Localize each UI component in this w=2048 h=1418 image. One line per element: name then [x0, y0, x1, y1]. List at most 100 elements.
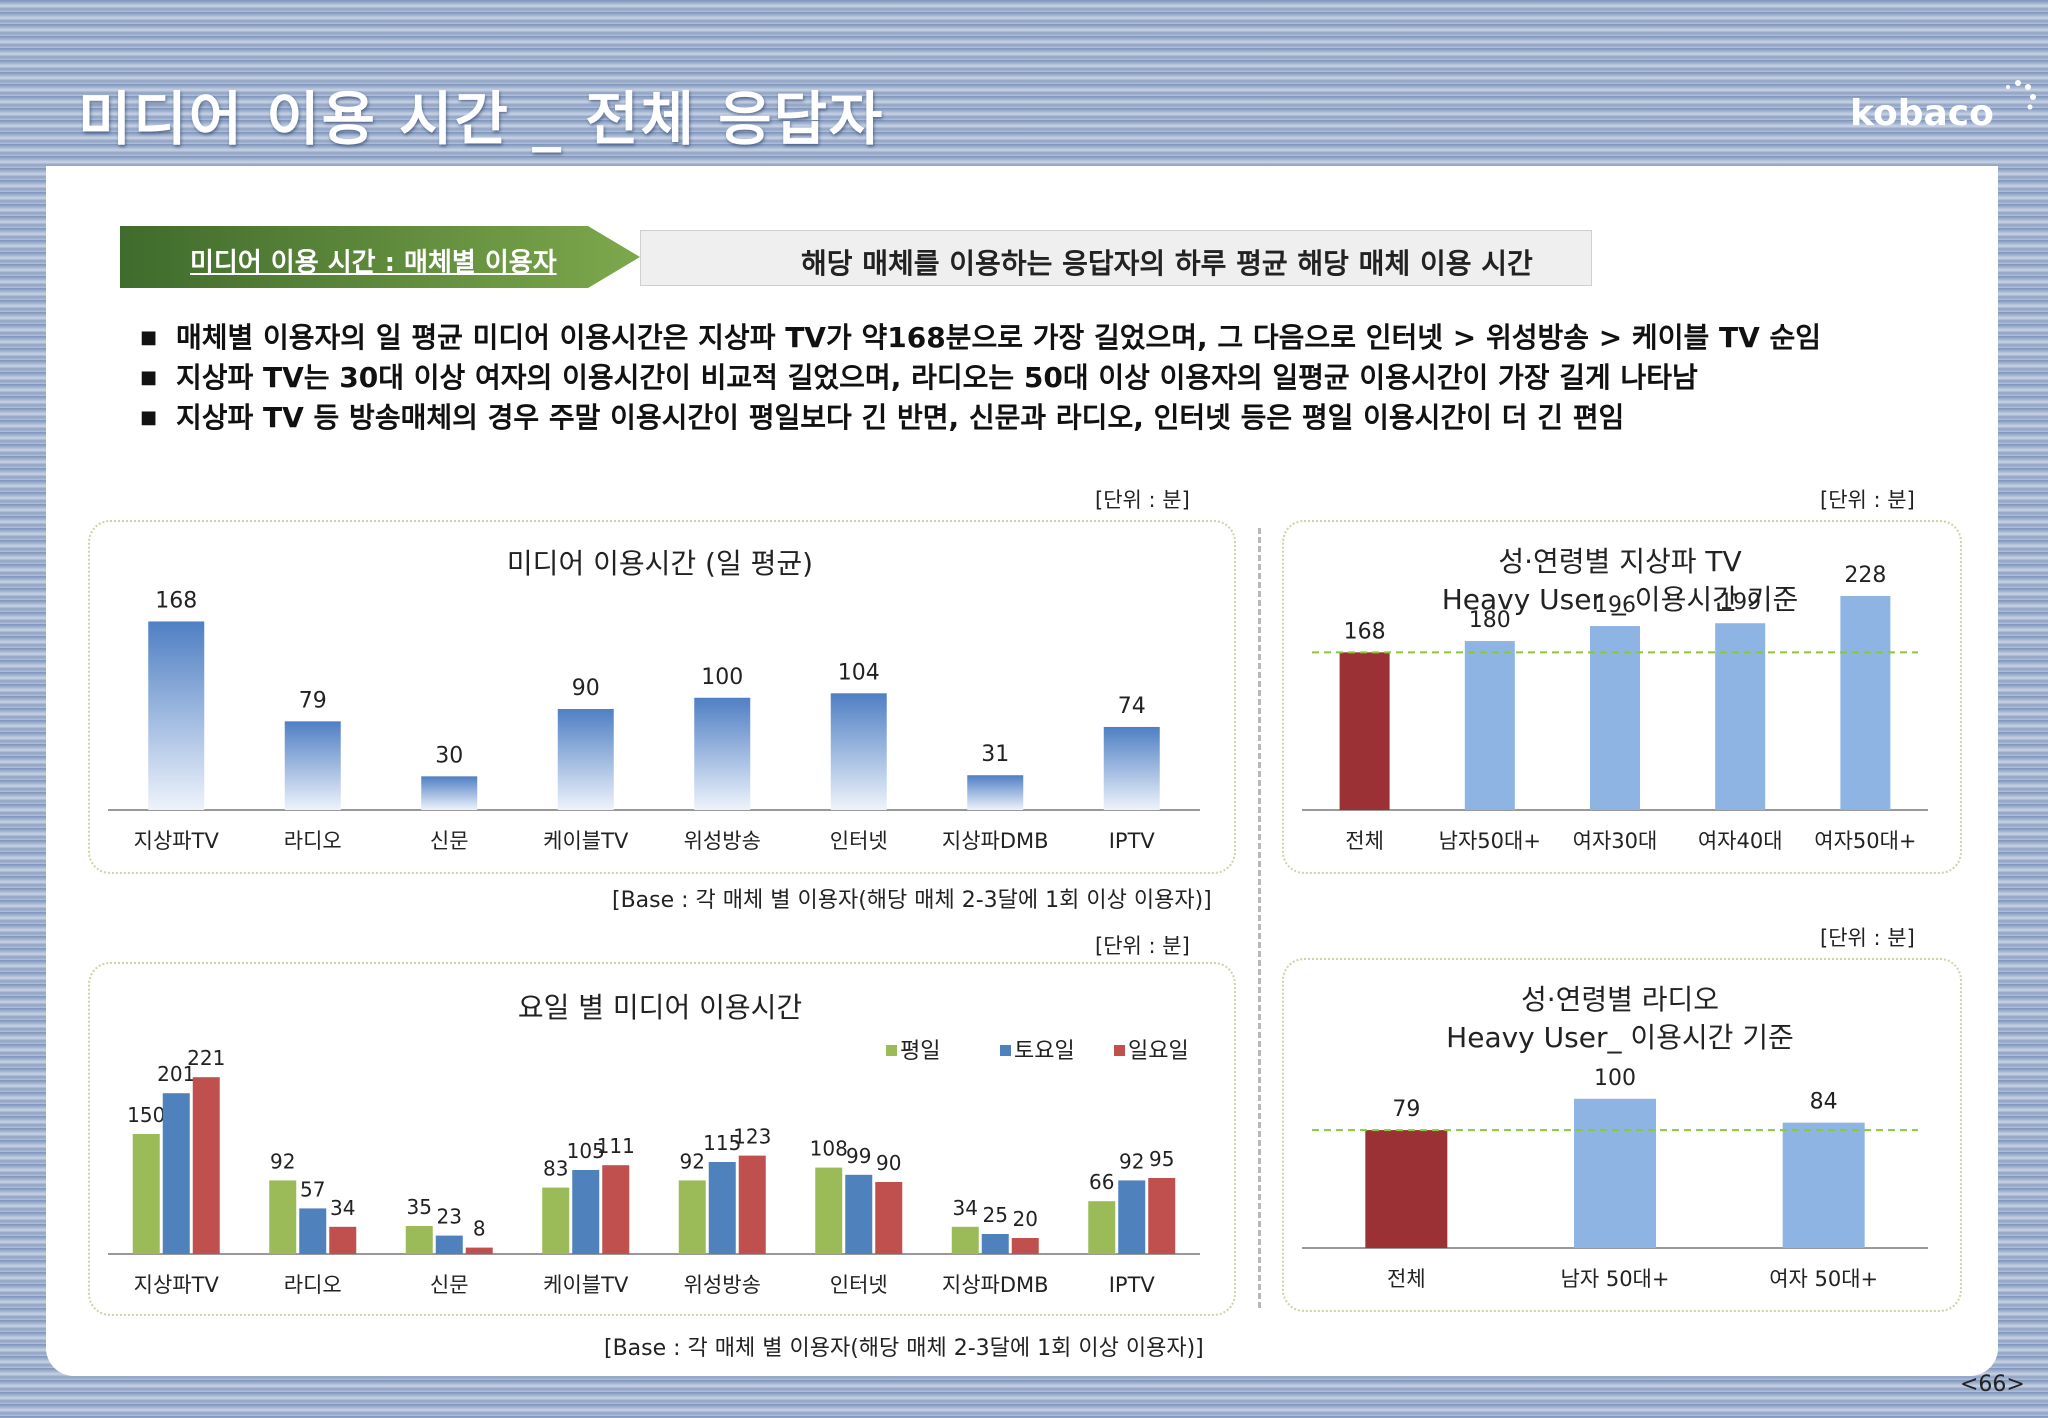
data-label: 168: [155, 588, 197, 613]
bar: [875, 1182, 903, 1254]
data-label: 34: [953, 1196, 978, 1220]
bar: [981, 1234, 1009, 1254]
chart-radio-heavy: 79 전체 100 남자 50대+ 84 여자 50대+: [1302, 1066, 1928, 1291]
banner-left-label: 미디어 이용 시간 : 매체별 이용자: [190, 248, 557, 278]
chart-box-tv-heavy: [1282, 520, 1962, 874]
base-note: [Base : 각 매체 별 이용자(해당 매체 2-3달에 1회 이상 이용자…: [612, 888, 1212, 913]
tick-label: 여자40대: [1698, 829, 1783, 853]
data-label: 168: [1344, 619, 1386, 644]
bar: [1118, 1180, 1146, 1254]
bar: [1088, 1201, 1116, 1254]
banner-left: 미디어 이용 시간 : 매체별 이용자: [120, 226, 640, 288]
data-label: 180: [1469, 608, 1511, 633]
tick-label: 여자50대+: [1814, 829, 1916, 853]
chart-subtitle-tv-heavy: Heavy User _ 이용시간 기준: [1441, 583, 1799, 616]
data-label: 105: [567, 1139, 605, 1163]
tick-label: 인터넷: [830, 1273, 888, 1297]
bar: [1574, 1098, 1656, 1248]
bar: [557, 709, 614, 810]
data-label: 30: [435, 743, 463, 768]
banner-right: 해당 매체를 이용하는 응답자의 하루 평균 해당 매체 이용 시간: [640, 230, 1592, 286]
data-label: 108: [810, 1137, 848, 1161]
chart-subtitle-radio-heavy: Heavy User_ 이용시간 기준: [1446, 1021, 1794, 1054]
data-label: 79: [299, 688, 327, 713]
data-label: 23: [437, 1205, 462, 1229]
bar: [421, 776, 478, 810]
chart-box-daily: [88, 520, 1236, 874]
tick-label: 라디오: [284, 829, 342, 853]
data-label: 99: [846, 1144, 871, 1168]
tick-label: 전체: [1387, 1267, 1426, 1291]
data-label: 221: [187, 1046, 225, 1070]
data-label: 115: [703, 1131, 741, 1155]
data-label: 111: [597, 1134, 635, 1158]
data-label: 8: [473, 1217, 486, 1241]
data-label: 100: [1594, 1066, 1636, 1091]
bar: [815, 1167, 843, 1254]
legend-swatch: [886, 1045, 897, 1056]
tick-label: 케이블TV: [543, 829, 629, 853]
tick-label: 여자30대: [1573, 829, 1658, 853]
bar: [602, 1165, 630, 1254]
banner-right-label: 해당 매체를 이용하는 응답자의 하루 평균 해당 매체 이용 시간: [801, 247, 1533, 280]
chart-title-radio-heavy: 성·연령별 라디오: [1520, 983, 1720, 1016]
bar: [708, 1162, 736, 1254]
logo-text: kobaco: [1850, 93, 1994, 134]
bar: [284, 721, 341, 810]
data-label: 31: [981, 742, 1009, 767]
bar: [1715, 623, 1766, 810]
data-label: 199: [1719, 590, 1761, 615]
summary-bullets: 매체별 이용자의 일 평균 미디어 이용시간은 지상파 TV가 약168분으로 …: [140, 318, 1821, 438]
kobaco-logo: kobaco: [1850, 80, 2036, 134]
bar: [329, 1226, 357, 1254]
bar: [1590, 626, 1640, 810]
bar: [1011, 1238, 1039, 1254]
base-note: [Base : 각 매체 별 이용자(해당 매체 2-3달에 1회 이상 이용자…: [604, 1336, 1204, 1361]
bar: [1464, 641, 1515, 810]
tick-label: 지상파DMB: [942, 1273, 1049, 1297]
tick-label: 여자 50대+: [1769, 1267, 1878, 1291]
data-label: 196: [1594, 593, 1636, 618]
bar: [678, 1180, 706, 1254]
data-label: 92: [270, 1149, 295, 1173]
tick-label: 케이블TV: [543, 1273, 629, 1297]
bar: [465, 1247, 493, 1254]
bullet-item: 매체별 이용자의 일 평균 미디어 이용시간은 지상파 TV가 약168분으로 …: [140, 318, 1821, 358]
bar: [1148, 1178, 1176, 1254]
legend-swatch: [1114, 1045, 1125, 1056]
data-label: 74: [1118, 694, 1146, 719]
tick-label: 신문: [430, 829, 469, 853]
bar: [845, 1174, 873, 1254]
data-label: 66: [1089, 1170, 1114, 1194]
bar: [1365, 1130, 1448, 1248]
tick-label: 라디오: [284, 1273, 342, 1297]
tick-label: 지상파DMB: [942, 829, 1049, 853]
data-label: 90: [876, 1151, 901, 1175]
page-number: <66>: [1960, 1372, 2025, 1397]
data-label: 35: [407, 1195, 432, 1219]
chart-box-radio-heavy: [1282, 958, 1962, 1312]
tick-label: 남자 50대+: [1561, 1267, 1670, 1291]
unit-label: [단위 : 분]: [1820, 488, 1915, 512]
vertical-separator: [1258, 528, 1261, 1308]
bar: [405, 1226, 433, 1254]
tick-label: 전체: [1345, 829, 1384, 853]
bar: [435, 1235, 463, 1254]
bar: [1782, 1122, 1865, 1248]
section-banner: 미디어 이용 시간 : 매체별 이용자 해당 매체를 이용하는 응답자의 하루 …: [120, 226, 1592, 288]
bullet-item: 지상파 TV 등 방송매체의 경우 주말 이용시간이 평일보다 긴 반면, 신문…: [140, 398, 1821, 438]
slide-title: 미디어 이용 시간 _ 전체 응답자: [78, 85, 885, 153]
bar: [1840, 596, 1891, 810]
bar: [1103, 726, 1160, 810]
data-label: 228: [1844, 563, 1886, 588]
unit-label: [단위 : 분]: [1095, 488, 1190, 512]
tick-label: 위성방송: [684, 829, 761, 853]
chart-title-daily: 미디어 이용시간 (일 평균): [506, 547, 814, 580]
chart-daily: 168 지상파TV 79 라디오 30 신문 90 케이블TV 100 위성방송 104 인터넷 31 지…: [108, 588, 1200, 853]
bar: [269, 1180, 297, 1254]
bar: [162, 1093, 190, 1254]
legend-label: 일요일: [1128, 1039, 1189, 1064]
tick-label: 남자50대+: [1439, 829, 1541, 853]
tick-label: IPTV: [1109, 1273, 1156, 1297]
